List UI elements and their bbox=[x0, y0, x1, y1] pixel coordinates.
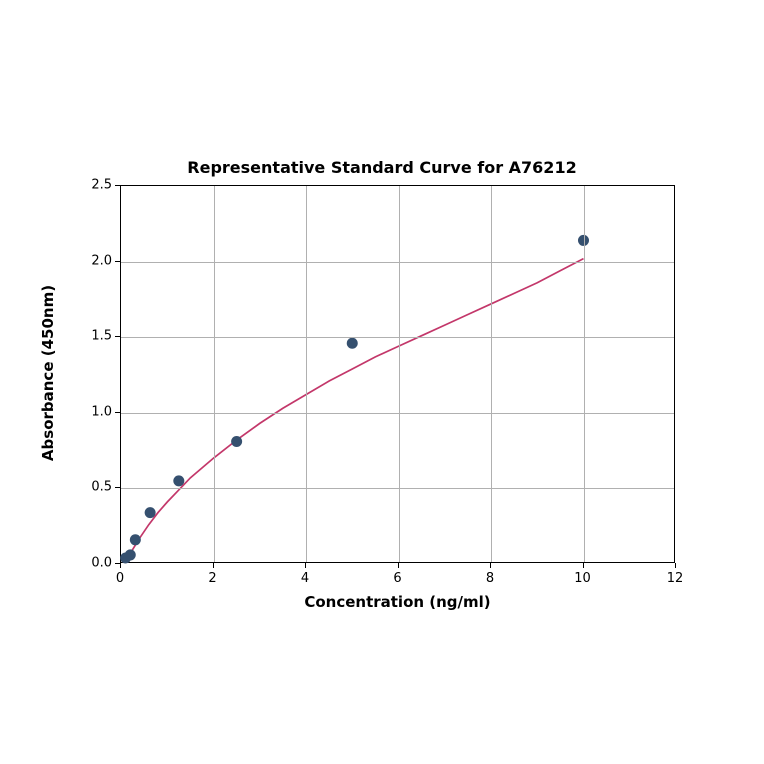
x-axis-label: Concentration (ng/ml) bbox=[120, 593, 675, 611]
grid-line-vertical bbox=[399, 186, 400, 562]
grid-line-horizontal bbox=[121, 488, 674, 489]
grid-line-vertical bbox=[584, 186, 585, 562]
tick-label-x: 12 bbox=[667, 571, 684, 586]
y-axis-label: Absorbance (450nm) bbox=[39, 273, 57, 473]
tick-mark-y bbox=[115, 412, 120, 413]
tick-label-x: 10 bbox=[574, 571, 591, 586]
grid-line-horizontal bbox=[121, 262, 674, 263]
tick-label-x: 6 bbox=[393, 571, 401, 586]
tick-label-y: 0.0 bbox=[84, 556, 112, 571]
tick-label-x: 8 bbox=[486, 571, 494, 586]
tick-mark-x bbox=[305, 563, 306, 568]
tick-mark-y bbox=[115, 185, 120, 186]
tick-label-x: 4 bbox=[301, 571, 309, 586]
data-point bbox=[130, 534, 141, 545]
fit-curve bbox=[126, 259, 584, 561]
data-point bbox=[145, 507, 156, 518]
tick-mark-x bbox=[213, 563, 214, 568]
grid-line-horizontal bbox=[121, 337, 674, 338]
grid-line-vertical bbox=[306, 186, 307, 562]
tick-mark-y bbox=[115, 336, 120, 337]
tick-mark-x bbox=[490, 563, 491, 568]
data-point bbox=[173, 475, 184, 486]
data-point bbox=[125, 549, 136, 560]
tick-label-y: 2.0 bbox=[84, 253, 112, 268]
tick-mark-x bbox=[120, 563, 121, 568]
chart-title: Representative Standard Curve for A76212 bbox=[0, 158, 764, 177]
tick-mark-y bbox=[115, 563, 120, 564]
tick-mark-x bbox=[583, 563, 584, 568]
tick-mark-x bbox=[398, 563, 399, 568]
tick-label-y: 0.5 bbox=[84, 480, 112, 495]
tick-label-y: 2.5 bbox=[84, 178, 112, 193]
tick-mark-y bbox=[115, 261, 120, 262]
tick-mark-x bbox=[675, 563, 676, 568]
grid-line-vertical bbox=[214, 186, 215, 562]
data-point bbox=[231, 436, 242, 447]
plot-area bbox=[120, 185, 675, 563]
grid-line-vertical bbox=[491, 186, 492, 562]
data-point bbox=[347, 338, 358, 349]
tick-mark-y bbox=[115, 487, 120, 488]
tick-label-x: 0 bbox=[116, 571, 124, 586]
grid-line-horizontal bbox=[121, 413, 674, 414]
tick-label-x: 2 bbox=[208, 571, 216, 586]
tick-label-y: 1.5 bbox=[84, 329, 112, 344]
tick-label-y: 1.0 bbox=[84, 404, 112, 419]
chart-container: Representative Standard Curve for A76212… bbox=[0, 0, 764, 764]
